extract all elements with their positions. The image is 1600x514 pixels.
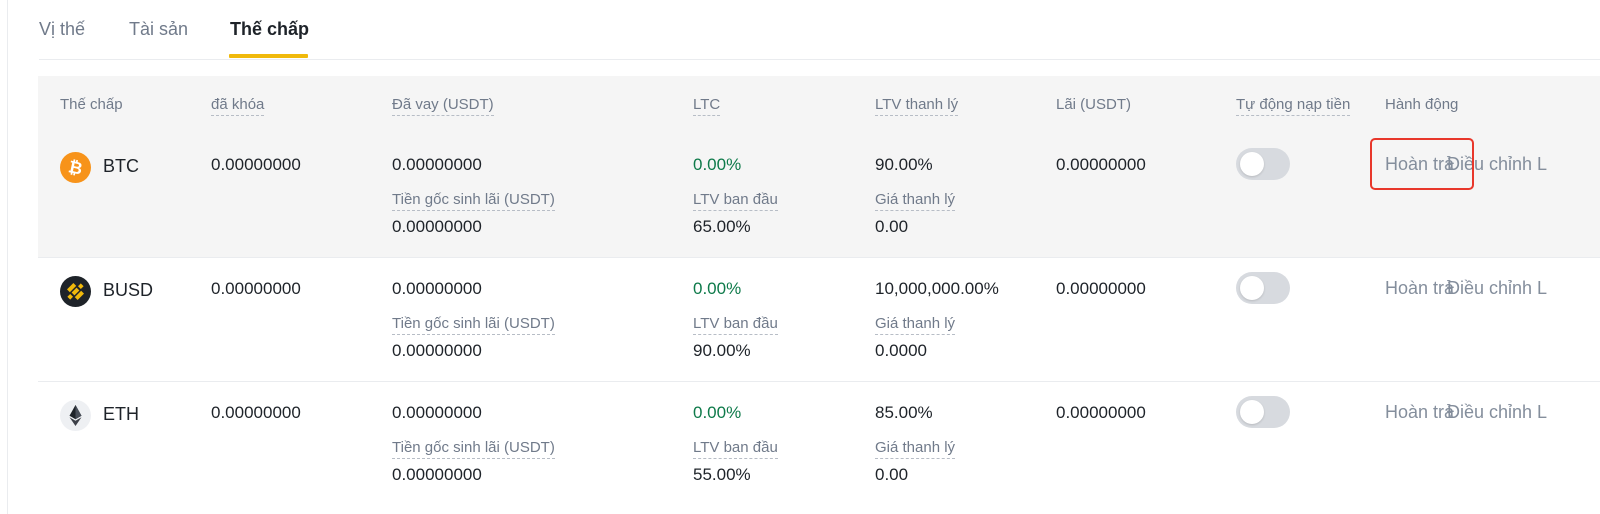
tab-bar: Vị thế Tài sản Thế chấp — [39, 0, 1600, 60]
tab-positions[interactable]: Vị thế — [39, 19, 86, 39]
locked-amount: 0.00000000 — [211, 155, 301, 174]
adjust-ltv-link[interactable]: Điều chỉnh L — [1447, 402, 1548, 422]
liquidation-price-label[interactable]: Giá thanh lý — [875, 315, 956, 335]
header-auto-topup[interactable]: Tự động nạp tiền — [1236, 96, 1351, 116]
initial-ltv-label[interactable]: LTV ban đầu — [693, 191, 778, 211]
asset-name: ETH — [103, 404, 139, 424]
liquidation-price-value: 0.0000 — [875, 341, 927, 360]
toggle-knob — [1240, 276, 1264, 300]
repay-link[interactable]: Hoàn trả — [1385, 154, 1455, 174]
table-row: BUSD 0.00000000 0.00000000 Tiền gốc sinh… — [38, 258, 1600, 382]
collateral-table: Thế chấp đã khóa Đã vay (USDT) LTC LTV t… — [38, 76, 1600, 514]
auto-topup-toggle[interactable] — [1236, 148, 1290, 180]
header-liquidation-ltv[interactable]: LTV thanh lý — [875, 96, 959, 116]
principal-amount: 0.00000000 — [392, 465, 482, 484]
interest-amount: 0.00000000 — [1056, 279, 1146, 298]
repay-link[interactable]: Hoàn trả — [1385, 402, 1455, 422]
eth-coin-icon — [60, 400, 91, 431]
header-locked[interactable]: đã khóa — [211, 96, 265, 116]
tab-assets[interactable]: Tài sản — [129, 19, 189, 39]
toggle-knob — [1240, 152, 1264, 176]
liquidation-price-label[interactable]: Giá thanh lý — [875, 191, 956, 211]
principal-label[interactable]: Tiền gốc sinh lãi (USDT) — [392, 191, 555, 211]
initial-ltv-label[interactable]: LTV ban đầu — [693, 439, 778, 459]
locked-amount: 0.00000000 — [211, 279, 301, 298]
header-ltc[interactable]: LTC — [693, 96, 721, 116]
initial-ltv-label[interactable]: LTV ban đầu — [693, 315, 778, 335]
liquidation-ltv-value: 10,000,000.00% — [875, 279, 999, 298]
interest-amount: 0.00000000 — [1056, 403, 1146, 422]
ltc-value: 0.00% — [693, 403, 742, 422]
locked-amount: 0.00000000 — [211, 403, 301, 422]
principal-label[interactable]: Tiền gốc sinh lãi (USDT) — [392, 315, 555, 335]
table-row: ETH 0.00000000 0.00000000 Tiền gốc sinh … — [38, 382, 1600, 506]
principal-amount: 0.00000000 — [392, 217, 482, 236]
liquidation-ltv-value: 85.00% — [875, 403, 933, 422]
toggle-knob — [1240, 400, 1264, 424]
borrowed-amount: 0.00000000 — [392, 279, 482, 298]
active-tab-indicator — [229, 54, 308, 58]
borrowed-amount: 0.00000000 — [392, 403, 482, 422]
btc-coin-icon: ₿ — [60, 152, 91, 183]
header-action: Hành động — [1385, 96, 1459, 113]
svg-text:₿: ₿ — [66, 157, 84, 179]
ltc-value: 0.00% — [693, 279, 742, 298]
liquidation-ltv-value: 90.00% — [875, 155, 933, 174]
header-interest: Lãi (USDT) — [1056, 96, 1132, 113]
ltc-value: 0.00% — [693, 155, 742, 174]
repay-link[interactable]: Hoàn trả — [1385, 278, 1455, 298]
asset-name: BTC — [103, 156, 139, 176]
initial-ltv-value: 55.00% — [693, 465, 751, 484]
header-borrowed[interactable]: Đã vay (USDT) — [392, 96, 494, 116]
adjust-ltv-link[interactable]: Điều chỉnh L — [1447, 278, 1548, 298]
interest-amount: 0.00000000 — [1056, 155, 1146, 174]
liquidation-price-value: 0.00 — [875, 217, 909, 236]
highlight-box — [1370, 138, 1474, 190]
header-collateral: Thế chấp — [60, 96, 123, 113]
borrowed-amount: 0.00000000 — [392, 155, 482, 174]
busd-coin-icon — [60, 276, 91, 307]
principal-amount: 0.00000000 — [392, 341, 482, 360]
liquidation-price-label[interactable]: Giá thanh lý — [875, 439, 956, 459]
liquidation-price-value: 0.00 — [875, 465, 909, 484]
initial-ltv-value: 65.00% — [693, 217, 751, 236]
asset-name: BUSD — [103, 280, 154, 300]
table-header: Thế chấp đã khóa Đã vay (USDT) LTC LTV t… — [38, 76, 1600, 134]
table-row: ₿ BTC 0.00000000 0.00000000 Tiền gốc sin… — [38, 134, 1600, 258]
tab-collateral[interactable]: Thế chấp — [230, 19, 310, 39]
initial-ltv-value: 90.00% — [693, 341, 751, 360]
auto-topup-toggle[interactable] — [1236, 272, 1290, 304]
left-divider — [7, 0, 8, 514]
principal-label[interactable]: Tiền gốc sinh lãi (USDT) — [392, 439, 555, 459]
auto-topup-toggle[interactable] — [1236, 396, 1290, 428]
